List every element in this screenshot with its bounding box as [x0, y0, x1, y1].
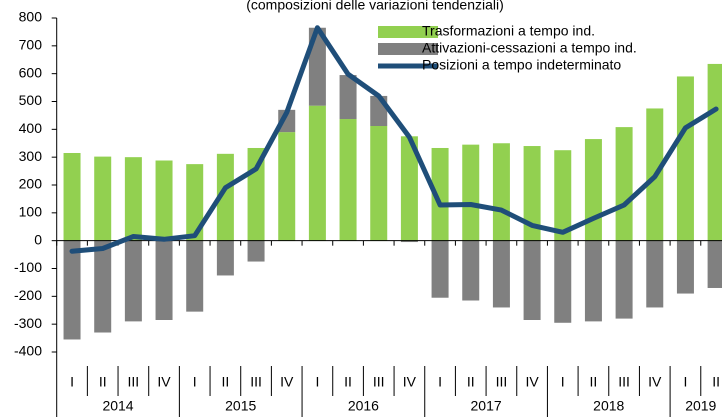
- y-tick-label: -200: [14, 287, 42, 303]
- bar: [247, 240, 265, 262]
- x-group-label: 2014: [102, 398, 133, 414]
- x-tick-label: III: [373, 374, 385, 390]
- y-tick-label: 200: [19, 176, 43, 192]
- x-tick-label: II: [344, 374, 352, 390]
- x-tick-label: II: [221, 374, 229, 390]
- bar: [63, 240, 81, 340]
- y-tick-label: 300: [19, 148, 43, 164]
- line-series: [69, 25, 719, 254]
- y-tick-label: 800: [19, 9, 43, 25]
- bar: [94, 240, 112, 333]
- bar: [707, 63, 722, 241]
- bar: [308, 27, 326, 106]
- bar: [216, 153, 234, 241]
- x-tick-label: II: [712, 374, 720, 390]
- y-tick-label: 600: [19, 64, 43, 80]
- bar: [523, 240, 541, 320]
- x-tick-label: III: [618, 374, 630, 390]
- bar: [216, 240, 234, 276]
- x-tick-label: I: [70, 374, 74, 390]
- legend-label: Posizioni a tempo indeterminato: [422, 57, 621, 73]
- legend-label: Trasformazioni a tempo ind.: [422, 23, 595, 39]
- bar: [124, 240, 142, 322]
- bar: [584, 139, 602, 241]
- x-tick-label: IV: [157, 374, 171, 390]
- x-tick-label: I: [193, 374, 197, 390]
- bar: [431, 240, 449, 298]
- bar: [676, 240, 694, 294]
- x-tick-label: I: [315, 374, 319, 390]
- x-tick-label: I: [683, 374, 687, 390]
- legend-swatch: [378, 43, 438, 55]
- bar: [94, 156, 112, 241]
- bar: [400, 240, 418, 243]
- bar: [707, 240, 722, 288]
- bar: [492, 143, 510, 241]
- bar: [615, 240, 633, 319]
- x-tick-label: II: [99, 374, 107, 390]
- bar: [523, 146, 541, 241]
- bar: [492, 240, 510, 308]
- x-group-label: 2019: [685, 398, 716, 414]
- y-tick-label: 700: [19, 37, 43, 53]
- y-tick-label: -100: [14, 259, 42, 275]
- x-tick-label: III: [250, 374, 262, 390]
- y-tick-label: -300: [14, 315, 42, 331]
- bar: [308, 105, 326, 241]
- y-tick-label: 100: [19, 204, 43, 220]
- x-group-label: 2016: [348, 398, 379, 414]
- bar: [676, 76, 694, 241]
- y-tick-label: 400: [19, 120, 43, 136]
- bar: [370, 125, 388, 241]
- bar: [431, 147, 449, 241]
- x-tick-label: IV: [280, 374, 294, 390]
- bar: [155, 160, 173, 241]
- bar: [124, 157, 142, 241]
- bar: [186, 164, 204, 241]
- legend-label: Attivazioni-cessazioni a tempo ind.: [422, 40, 637, 56]
- bar: [278, 132, 296, 241]
- x-group-label: 2015: [225, 398, 256, 414]
- bar: [339, 119, 357, 241]
- bar: [615, 127, 633, 241]
- bar: [554, 150, 572, 241]
- bar: [462, 240, 480, 301]
- bar: [339, 75, 357, 120]
- x-tick-label: II: [590, 374, 598, 390]
- y-tick-label: 500: [19, 92, 43, 108]
- bar: [400, 136, 418, 241]
- bar: [462, 144, 480, 241]
- legend-swatch: [378, 26, 438, 38]
- bar: [155, 240, 173, 320]
- x-tick-label: IV: [403, 374, 417, 390]
- x-tick-label: III: [128, 374, 140, 390]
- bar: [646, 240, 664, 308]
- x-group-label: 2017: [471, 398, 502, 414]
- chart-subtitle: (composizioni delle variazioni tendenzia…: [246, 0, 504, 13]
- x-tick-label: IV: [525, 374, 539, 390]
- y-tick-label: 0: [34, 231, 42, 247]
- x-tick-label: I: [438, 374, 442, 390]
- bar: [554, 240, 572, 323]
- bar: [63, 152, 81, 241]
- y-tick-label: -400: [14, 343, 42, 359]
- x-group-label: 2018: [593, 398, 624, 414]
- x-tick-label: IV: [648, 374, 662, 390]
- bar: [186, 240, 204, 312]
- x-tick-label: II: [467, 374, 475, 390]
- x-tick-label: III: [496, 374, 508, 390]
- bar: [584, 240, 602, 322]
- x-tick-label: I: [561, 374, 565, 390]
